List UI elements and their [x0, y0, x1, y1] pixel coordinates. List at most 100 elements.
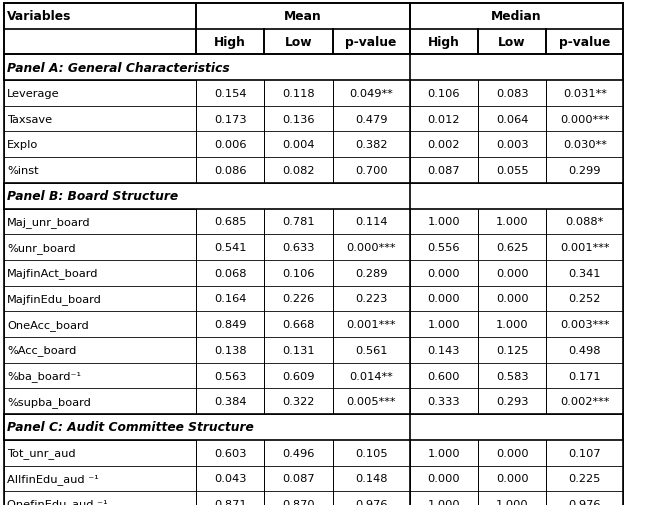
Text: 0.781: 0.781 — [282, 217, 315, 227]
Text: 0.164: 0.164 — [214, 294, 246, 304]
Text: 0.849: 0.849 — [214, 320, 246, 330]
Text: 0.000***: 0.000*** — [560, 115, 610, 124]
Text: 0.002***: 0.002*** — [560, 396, 610, 407]
Text: %unr_board: %unr_board — [7, 242, 76, 253]
Text: %supba_board: %supba_board — [7, 396, 91, 407]
Text: 0.138: 0.138 — [214, 345, 246, 355]
Text: 0.870: 0.870 — [282, 499, 315, 505]
Text: Leverage: Leverage — [7, 89, 59, 99]
Text: 0.289: 0.289 — [355, 268, 387, 278]
Text: 0.049**: 0.049** — [349, 89, 393, 99]
Text: 0.299: 0.299 — [569, 166, 601, 176]
Text: 0.603: 0.603 — [214, 448, 246, 458]
Text: 0.382: 0.382 — [355, 140, 387, 150]
Text: 0.293: 0.293 — [496, 396, 529, 407]
Text: 0.541: 0.541 — [214, 242, 246, 252]
Text: p-value: p-value — [559, 36, 610, 49]
Text: 0.001***: 0.001*** — [560, 242, 610, 252]
Text: 0.556: 0.556 — [428, 242, 460, 252]
Text: 0.226: 0.226 — [283, 294, 315, 304]
Text: 1.000: 1.000 — [428, 320, 460, 330]
Text: 0.114: 0.114 — [355, 217, 387, 227]
Text: 0.871: 0.871 — [214, 499, 246, 505]
Text: 0.043: 0.043 — [214, 473, 246, 483]
Text: 0.143: 0.143 — [428, 345, 460, 355]
Text: Low: Low — [498, 36, 526, 49]
Text: 0.105: 0.105 — [355, 448, 387, 458]
Text: Panel A: General Characteristics: Panel A: General Characteristics — [7, 62, 229, 75]
Text: 0.583: 0.583 — [496, 371, 529, 381]
Text: 0.173: 0.173 — [214, 115, 246, 124]
Text: 0.496: 0.496 — [283, 448, 315, 458]
Text: Mean: Mean — [284, 10, 322, 23]
Text: 0.125: 0.125 — [496, 345, 529, 355]
Text: 0.000***: 0.000*** — [347, 242, 396, 252]
Text: 0.001***: 0.001*** — [347, 320, 396, 330]
Text: 1.000: 1.000 — [428, 217, 460, 227]
Text: 0.171: 0.171 — [568, 371, 601, 381]
Text: 0.000: 0.000 — [428, 294, 460, 304]
Text: 0.561: 0.561 — [355, 345, 387, 355]
Text: 0.083: 0.083 — [496, 89, 529, 99]
Text: Taxsave: Taxsave — [7, 115, 52, 124]
Text: 1.000: 1.000 — [496, 499, 529, 505]
Text: Panel C: Audit Committee Structure: Panel C: Audit Committee Structure — [7, 421, 254, 434]
Text: 0.609: 0.609 — [282, 371, 315, 381]
Text: 0.082: 0.082 — [282, 166, 315, 176]
Text: 0.006: 0.006 — [214, 140, 246, 150]
Text: 0.148: 0.148 — [355, 473, 387, 483]
Text: High: High — [214, 36, 246, 49]
Text: Variables: Variables — [7, 10, 71, 23]
Text: 0.000: 0.000 — [428, 473, 460, 483]
Text: 0.012: 0.012 — [428, 115, 460, 124]
Text: 0.333: 0.333 — [428, 396, 460, 407]
Text: 0.600: 0.600 — [428, 371, 460, 381]
Text: 0.322: 0.322 — [283, 396, 315, 407]
Text: 1.000: 1.000 — [428, 499, 460, 505]
Text: 0.668: 0.668 — [283, 320, 315, 330]
Text: OnefinEdu_aud ⁻¹: OnefinEdu_aud ⁻¹ — [7, 498, 107, 505]
Text: 0.563: 0.563 — [214, 371, 246, 381]
Text: 0.976: 0.976 — [355, 499, 387, 505]
Text: 0.154: 0.154 — [214, 89, 246, 99]
Text: 0.088*: 0.088* — [565, 217, 604, 227]
Text: MajfinEdu_board: MajfinEdu_board — [7, 293, 102, 305]
Text: 0.252: 0.252 — [569, 294, 601, 304]
Text: 0.700: 0.700 — [355, 166, 387, 176]
Text: Low: Low — [285, 36, 312, 49]
Text: 0.055: 0.055 — [496, 166, 529, 176]
Text: 0.131: 0.131 — [282, 345, 315, 355]
Text: High: High — [428, 36, 460, 49]
Text: 0.106: 0.106 — [282, 268, 315, 278]
Text: 0.086: 0.086 — [214, 166, 246, 176]
Text: p-value: p-value — [345, 36, 397, 49]
Text: 0.341: 0.341 — [569, 268, 601, 278]
Text: 0.685: 0.685 — [214, 217, 246, 227]
Text: 0.087: 0.087 — [282, 473, 315, 483]
Text: 0.118: 0.118 — [282, 89, 315, 99]
Text: 1.000: 1.000 — [428, 448, 460, 458]
Text: 1.000: 1.000 — [496, 217, 529, 227]
Text: OneAcc_board: OneAcc_board — [7, 319, 89, 330]
Text: 0.000: 0.000 — [496, 268, 529, 278]
Text: 0.087: 0.087 — [428, 166, 460, 176]
Text: 0.014**: 0.014** — [349, 371, 393, 381]
Text: %inst: %inst — [7, 166, 39, 176]
Text: 0.000: 0.000 — [496, 448, 529, 458]
Text: 0.136: 0.136 — [282, 115, 315, 124]
Text: 0.000: 0.000 — [496, 294, 529, 304]
Text: 0.002: 0.002 — [428, 140, 460, 150]
Text: 0.976: 0.976 — [569, 499, 601, 505]
Text: 0.223: 0.223 — [355, 294, 387, 304]
Text: Panel B: Board Structure: Panel B: Board Structure — [7, 190, 178, 203]
Text: 0.030**: 0.030** — [563, 140, 607, 150]
Text: 0.005***: 0.005*** — [347, 396, 396, 407]
Text: 0.479: 0.479 — [355, 115, 387, 124]
Text: 0.003***: 0.003*** — [560, 320, 610, 330]
Text: Tot_unr_aud: Tot_unr_aud — [7, 447, 76, 458]
Text: 0.384: 0.384 — [214, 396, 246, 407]
Text: 0.000: 0.000 — [496, 473, 529, 483]
Text: 0.064: 0.064 — [496, 115, 529, 124]
Text: Explo: Explo — [7, 140, 38, 150]
Text: 0.031**: 0.031** — [563, 89, 607, 99]
